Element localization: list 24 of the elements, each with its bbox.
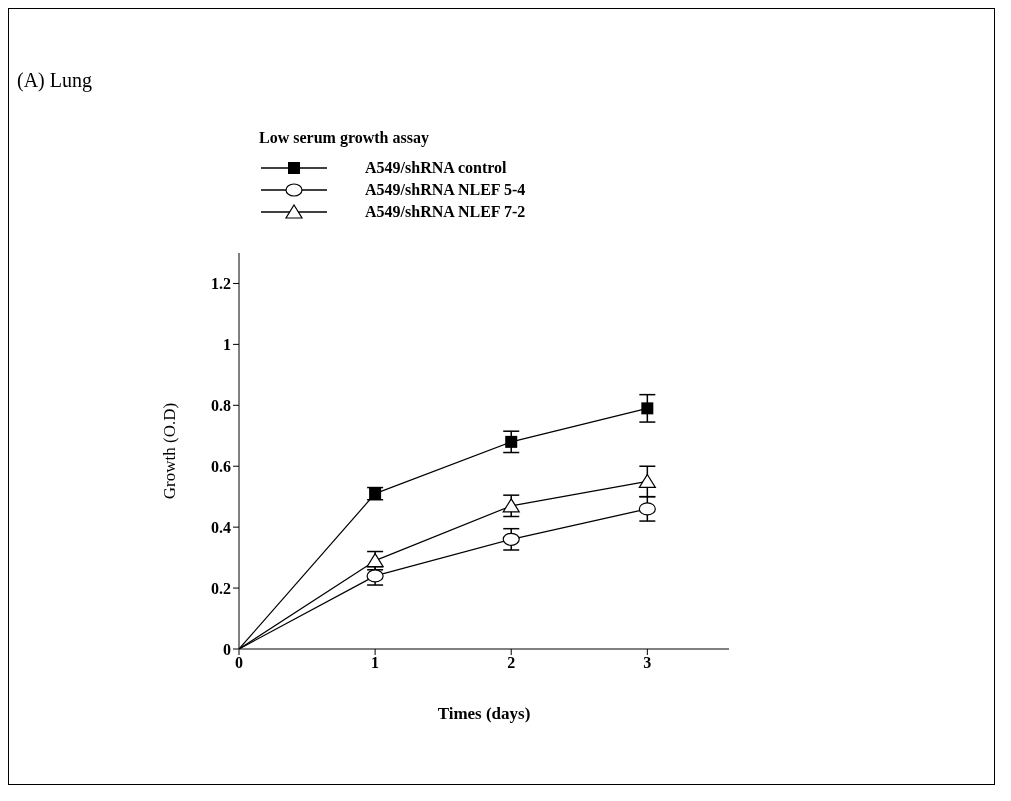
text: (A) Lung bbox=[17, 69, 92, 92]
legend-label: A549/shRNA control bbox=[365, 159, 507, 177]
y-tick-label: 1.2 bbox=[211, 275, 231, 293]
x-tick-label: 1 bbox=[371, 654, 380, 672]
x-tick-label: 3 bbox=[643, 654, 652, 672]
point bbox=[638, 502, 656, 516]
y-tick-label: 0.6 bbox=[211, 457, 231, 475]
y-tick-label: 0.8 bbox=[211, 396, 231, 414]
y-axis-title: Growth (O.D) bbox=[160, 402, 180, 500]
point bbox=[505, 435, 518, 448]
y-tick-label: 0.4 bbox=[211, 518, 231, 536]
x-tick-label: 0 bbox=[235, 654, 243, 672]
point bbox=[502, 532, 520, 546]
legend-label: A549/shRNA NLEF 5-4 bbox=[365, 181, 526, 199]
legend-title: Low serum growth assay bbox=[259, 129, 430, 147]
point bbox=[638, 473, 656, 489]
x-tick-label: 2 bbox=[507, 654, 516, 672]
point bbox=[641, 402, 654, 415]
x-axis-title: Times (days) bbox=[437, 704, 531, 723]
y-tick-label: 0.2 bbox=[211, 579, 231, 597]
legend-label: A549/shRNA NLEF 7-2 bbox=[365, 203, 526, 221]
point bbox=[502, 498, 520, 513]
y-tick-label: 0 bbox=[223, 640, 231, 658]
y-tick-label: 1 bbox=[223, 336, 231, 354]
